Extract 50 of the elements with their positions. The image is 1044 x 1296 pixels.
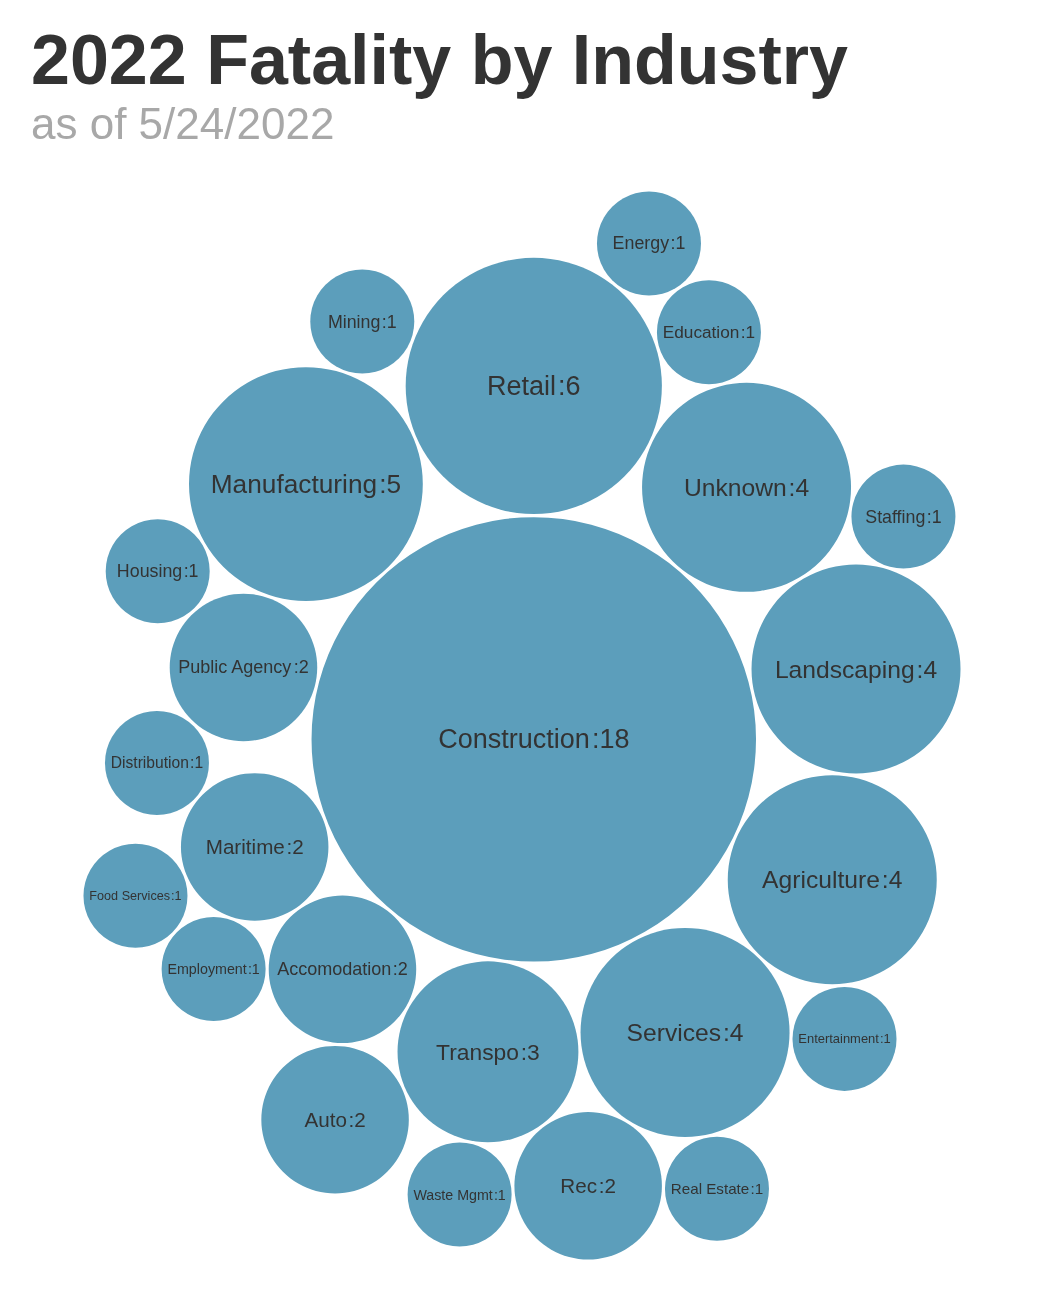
category-label: Auto bbox=[304, 1108, 347, 1132]
text: as of 5/24/2022 bbox=[31, 98, 335, 148]
data-label: :1 bbox=[740, 322, 756, 343]
category-label: Education bbox=[662, 322, 740, 343]
category-label: Transpo bbox=[436, 1038, 519, 1065]
data-label: :5 bbox=[379, 469, 402, 500]
data-label: :1 bbox=[171, 888, 182, 903]
category-label: Energy bbox=[612, 233, 670, 254]
data-label: :18 bbox=[591, 724, 630, 755]
category-label: Manufacturing bbox=[210, 469, 378, 500]
data-label: :1 bbox=[190, 754, 204, 772]
data-label: :1 bbox=[879, 1031, 891, 1047]
category-label: Maritime bbox=[205, 835, 285, 859]
data-label: :2 bbox=[286, 835, 304, 859]
category-label: Housing bbox=[116, 561, 183, 582]
data-label: :1 bbox=[381, 311, 397, 332]
category-label: Accomodation bbox=[277, 959, 392, 980]
category-label: Distribution bbox=[110, 754, 189, 772]
category-label: Services bbox=[626, 1018, 722, 1046]
category-label: Entertainment bbox=[798, 1031, 880, 1047]
data-label: :4 bbox=[881, 866, 903, 894]
category-label: Employment bbox=[167, 961, 247, 978]
category-label: Real Estate bbox=[670, 1180, 750, 1198]
data-label: :1 bbox=[750, 1180, 764, 1198]
category-label: Retail bbox=[486, 370, 556, 401]
data-label: :1 bbox=[926, 506, 942, 527]
category-label: Public Agency bbox=[178, 657, 292, 678]
data-label: :1 bbox=[670, 233, 686, 254]
text: 2022 Fatality by Industry bbox=[31, 21, 849, 99]
data-label: :2 bbox=[392, 959, 408, 980]
data-label: :4 bbox=[788, 473, 810, 501]
data-label: :1 bbox=[247, 961, 260, 978]
category-label: Waste Mgmt bbox=[413, 1186, 493, 1203]
category-label: Unknown bbox=[683, 473, 787, 501]
category-label: Food Services bbox=[89, 888, 171, 903]
category-label: Staffing bbox=[865, 506, 926, 527]
data-label: :2 bbox=[598, 1174, 616, 1198]
data-label: :3 bbox=[520, 1038, 540, 1065]
data-label: :4 bbox=[723, 1018, 744, 1046]
category-label: Agriculture bbox=[762, 866, 880, 894]
category-label: Mining bbox=[327, 311, 381, 332]
data-label: :1 bbox=[493, 1186, 506, 1203]
category-label: Construction bbox=[438, 724, 590, 755]
category-label: Landscaping bbox=[774, 655, 915, 683]
data-label: :2 bbox=[293, 657, 309, 678]
data-label: :6 bbox=[558, 370, 581, 401]
data-label: :2 bbox=[348, 1108, 366, 1132]
category-label: Rec bbox=[560, 1174, 598, 1198]
data-label: :4 bbox=[916, 655, 938, 683]
data-label: :1 bbox=[183, 561, 199, 582]
